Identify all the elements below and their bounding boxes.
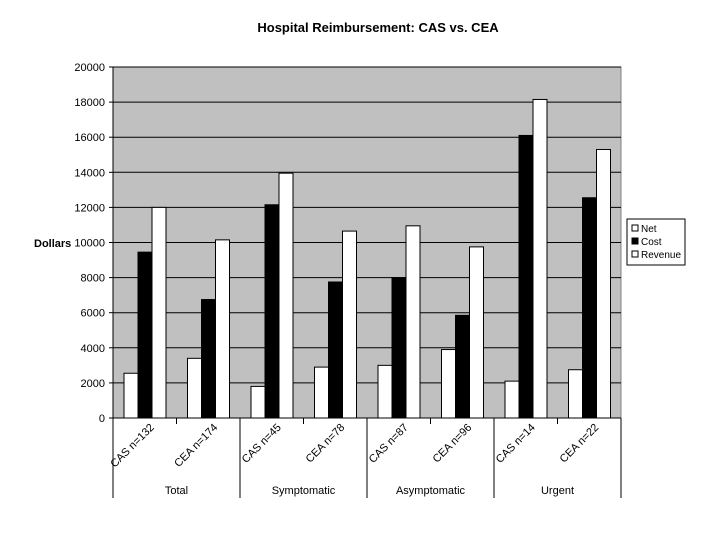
bar-revenue-5 bbox=[469, 246, 484, 419]
group-label: Total bbox=[165, 485, 188, 497]
bar-cost-3 bbox=[328, 281, 343, 419]
bar-net-5 bbox=[441, 349, 456, 419]
category-label: CAS n=45 bbox=[240, 422, 284, 466]
category-label: CEA n=96 bbox=[431, 422, 475, 466]
bar-net-0 bbox=[123, 372, 139, 419]
category-label: CAS n=87 bbox=[367, 422, 411, 466]
bar-cost-6 bbox=[518, 134, 534, 419]
chart-title: Hospital Reimbursement: CAS vs. CEA bbox=[257, 20, 499, 35]
legend-swatch-cost bbox=[631, 237, 639, 245]
category-label: CAS n=132 bbox=[108, 422, 156, 470]
category-label: CEA n=174 bbox=[172, 422, 220, 470]
bars bbox=[123, 98, 611, 419]
legend-label-net: Net bbox=[641, 224, 657, 235]
category-label: CAS n=14 bbox=[494, 422, 538, 466]
bar-revenue-1 bbox=[215, 239, 230, 419]
bar-net-3 bbox=[314, 366, 329, 419]
y-tick-label: 12000 bbox=[74, 202, 105, 214]
legend-label-cost: Cost bbox=[641, 237, 662, 248]
y-axis: 0 2000 4000 6000 8000 10000 12000 14000 16000 180… bbox=[74, 62, 114, 425]
y-tick-label: 0 bbox=[99, 413, 105, 425]
y-tick-label: 2000 bbox=[81, 378, 105, 390]
y-tick-label: 8000 bbox=[81, 273, 105, 285]
bar-revenue-7 bbox=[596, 148, 611, 419]
bar-cost-0 bbox=[137, 251, 153, 419]
bar-net-7 bbox=[568, 369, 583, 419]
bar-cost-1 bbox=[201, 299, 216, 419]
y-tick-label: 20000 bbox=[74, 62, 105, 74]
group-label: Urgent bbox=[541, 485, 574, 497]
bar-net-1 bbox=[187, 357, 202, 419]
legend-label-revenue: Revenue bbox=[641, 250, 681, 261]
y-tick-label: 18000 bbox=[74, 97, 105, 109]
group-label: Symptomatic bbox=[272, 485, 336, 497]
y-tick-label: 16000 bbox=[74, 132, 105, 144]
legend-swatch-revenue bbox=[631, 250, 639, 258]
bar-net-6 bbox=[504, 380, 520, 419]
bar-net-2 bbox=[250, 385, 266, 419]
bar-cost-4 bbox=[391, 277, 407, 419]
y-axis-label: Dollars bbox=[34, 238, 71, 250]
legend-swatch-net bbox=[631, 224, 639, 232]
bar-revenue-0 bbox=[151, 206, 167, 419]
category-label: CEA n=22 bbox=[558, 422, 602, 466]
bar-cost-7 bbox=[582, 197, 597, 419]
group-label: Asymptomatic bbox=[396, 485, 466, 497]
y-tick-label: 4000 bbox=[81, 343, 105, 355]
bar-cost-2 bbox=[264, 204, 280, 419]
y-tick-label: 6000 bbox=[81, 308, 105, 320]
category-label: CEA n=78 bbox=[304, 422, 348, 466]
bar-revenue-3 bbox=[342, 230, 357, 419]
bar-cost-5 bbox=[455, 314, 470, 419]
bar-revenue-4 bbox=[405, 225, 421, 419]
bar-net-4 bbox=[377, 364, 393, 419]
bar-revenue-6 bbox=[532, 98, 548, 419]
y-tick-label: 14000 bbox=[74, 167, 105, 179]
legend: Net Cost Revenue bbox=[626, 218, 686, 266]
y-tick-label: 10000 bbox=[74, 238, 105, 250]
x-axis: CAS n=132 CEA n=174 CAS n=45 CEA n=78 CAS n=… bbox=[108, 417, 622, 498]
bar-revenue-2 bbox=[278, 172, 294, 419]
